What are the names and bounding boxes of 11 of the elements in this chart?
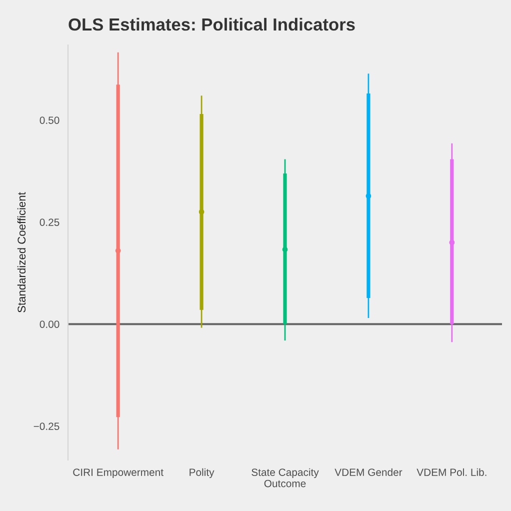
- x-tick-label: VDEM Pol. Lib.: [416, 468, 486, 476]
- x-tick-label: State Capacity Outcome: [252, 468, 319, 488]
- x-tick-label: CIRI Empowerment: [73, 468, 164, 478]
- x-tick-label: Polity: [190, 468, 214, 478]
- y-axis-title: Standardized Coefficient: [17, 192, 26, 312]
- y-tick-label: −0.25: [34, 422, 60, 430]
- y-tick-label: 0.25: [40, 218, 60, 226]
- y-tick-label: 0.00: [40, 320, 60, 328]
- chart-title: OLS Estimates: Political Indicators: [68, 18, 355, 31]
- x-tick-label: VDEM Gender: [334, 468, 402, 476]
- y-tick-label: 0.50: [40, 116, 60, 124]
